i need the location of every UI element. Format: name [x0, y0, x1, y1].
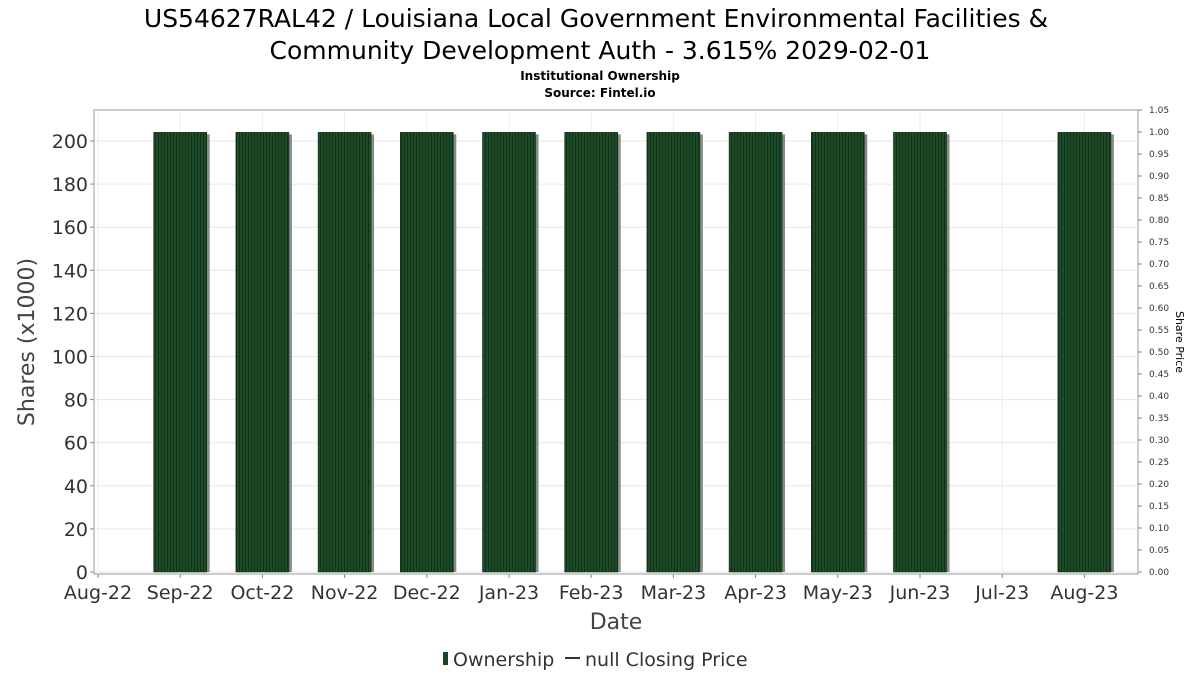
ownership-bar: [646, 132, 701, 573]
y-tick-label: 0: [76, 562, 88, 584]
x-tick-label: Dec-22: [393, 582, 461, 604]
right-axis-ticks: 0.00 0.05 0.10 0.15 0.20 0.25 0.30 0.35 0.40 0.45…: [1138, 106, 1169, 578]
x-tick-label: Nov-22: [311, 582, 379, 604]
x-tick-label: Oct-22: [230, 582, 294, 604]
x-tick-label: Aug-22: [64, 582, 132, 604]
y2-tick-label: 0.55: [1149, 326, 1169, 336]
y-tick-label: 160: [52, 217, 88, 239]
chart-subtitle: Institutional Ownership: [520, 69, 680, 83]
y-tick-label: 200: [52, 131, 88, 153]
ownership-bar: [235, 132, 290, 573]
y2-tick-label: 0.45: [1149, 370, 1169, 380]
y-tick-label: 180: [52, 174, 88, 196]
y2-tick-label: 0.15: [1149, 502, 1169, 512]
chart-source: Source: Fintel.io: [544, 86, 655, 100]
legend: Ownership null Closing Price: [443, 649, 748, 671]
ownership-bar: [810, 132, 865, 573]
legend-ownership-label: Ownership: [453, 649, 554, 671]
x-tick-label: Feb-23: [559, 582, 624, 604]
y2-tick-label: 0.80: [1149, 216, 1169, 226]
y2-tick-label: 0.60: [1149, 304, 1169, 314]
x-tick-label: Aug-23: [1050, 582, 1118, 604]
y2-tick-label: 0.90: [1149, 172, 1169, 182]
ownership-bar: [564, 132, 619, 573]
legend-ownership-swatch: [443, 652, 448, 665]
y2-tick-label: 0.65: [1149, 282, 1169, 292]
ownership-bar: [399, 132, 454, 573]
y2-tick-label: 0.85: [1149, 194, 1169, 204]
legend-price-label: null Closing Price: [585, 649, 748, 671]
chart-title-line-1: US54627RAL42 / Louisiana Local Governmen…: [144, 4, 1048, 33]
x-tick-label: May-23: [803, 582, 873, 604]
ownership-bar: [1057, 132, 1112, 573]
y-tick-label: 140: [52, 260, 88, 282]
y-tick-label: 100: [52, 347, 88, 369]
y2-tick-label: 0.40: [1149, 392, 1169, 402]
ownership-bar: [728, 132, 783, 573]
y2-tick-label: 0.10: [1149, 524, 1169, 534]
y-tick-label: 120: [52, 303, 88, 325]
y2-tick-label: 0.25: [1149, 458, 1169, 468]
ownership-bar: [893, 132, 947, 573]
y2-axis-label: Share Price: [1173, 311, 1186, 373]
y2-tick-label: 0.30: [1149, 436, 1169, 446]
y2-tick-label: 1.00: [1149, 128, 1169, 138]
left-axis-ticks: 0 20 40 60 80 100 120 140 160 180 200: [52, 131, 94, 584]
y2-tick-label: 1.05: [1149, 106, 1169, 116]
y-axis-label: Shares (x1000): [15, 258, 40, 426]
y-tick-label: 40: [64, 476, 88, 498]
y2-tick-label: 0.35: [1149, 414, 1169, 424]
y-tick-label: 60: [64, 433, 88, 455]
x-axis-label: Date: [590, 610, 643, 635]
ownership-bar: [482, 132, 536, 573]
x-axis-ticks: Aug-22 Sep-22 Oct-22 Nov-22 Dec-22 Jan-23 Feb-…: [64, 574, 1118, 604]
y2-tick-label: 0.95: [1149, 150, 1169, 160]
x-tick-label: Jun-23: [889, 582, 951, 604]
y2-tick-label: 0.50: [1149, 348, 1169, 358]
y2-tick-label: 0.70: [1149, 260, 1169, 270]
ownership-bars: [153, 132, 1114, 573]
x-tick-label: Jul-23: [974, 582, 1029, 604]
y-tick-label: 20: [64, 519, 88, 541]
y2-tick-label: 0.00: [1149, 568, 1169, 578]
y2-tick-label: 0.05: [1149, 546, 1169, 556]
y2-tick-label: 0.20: [1149, 480, 1169, 490]
ownership-bar: [153, 132, 207, 573]
ownership-bar: [317, 132, 372, 573]
x-tick-label: Mar-23: [641, 582, 707, 604]
chart-title-line-2: Community Development Auth - 3.615% 2029…: [270, 36, 931, 65]
y2-tick-label: 0.75: [1149, 238, 1169, 248]
y-tick-label: 80: [64, 390, 88, 412]
x-tick-label: Jan-23: [478, 582, 539, 604]
x-tick-label: Apr-23: [724, 582, 787, 604]
x-tick-label: Sep-22: [147, 582, 214, 604]
